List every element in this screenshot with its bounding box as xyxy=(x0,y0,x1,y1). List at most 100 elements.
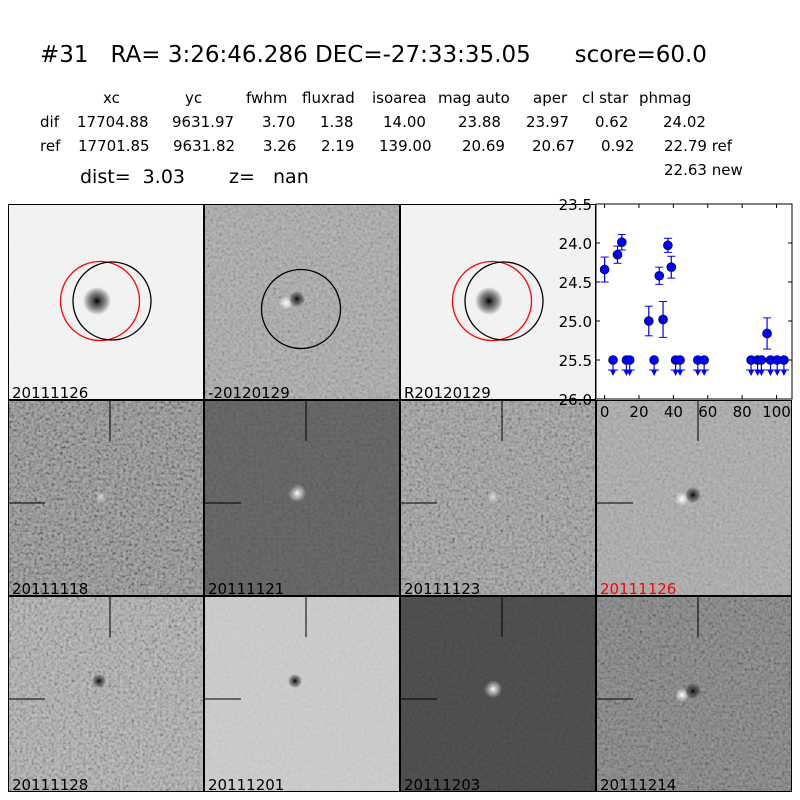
source-negative xyxy=(685,487,701,503)
source-faint xyxy=(95,491,107,503)
table-cell: 0.62 xyxy=(595,113,629,131)
table-cell: 20.69 xyxy=(462,137,505,155)
x-tick-label: 60 xyxy=(698,403,717,421)
upper-limit-point xyxy=(756,355,767,365)
y-tick-label: 24.0 xyxy=(559,235,592,253)
upper-limit-arrow xyxy=(758,370,765,376)
new-phmag: 22.63 new xyxy=(664,161,743,179)
stamp-date-label: 20111126 xyxy=(12,384,89,400)
stamp-date-label: 20111214 xyxy=(600,776,677,792)
stamp-date-label: 20111201 xyxy=(208,776,285,792)
stamp-date-label: 20111118 xyxy=(12,580,89,596)
table-cell: 2.19 xyxy=(321,137,355,155)
upper-limit-arrow xyxy=(672,370,679,376)
column-header: phmag xyxy=(639,89,692,107)
light-curve-plot: 0 20 40 60 80 100 23.5 24.0 24.5 25.0 25.5 26.0 xyxy=(559,196,793,421)
upper-limit-point xyxy=(649,355,659,365)
upper-limit-point xyxy=(699,355,709,365)
noise-background xyxy=(9,597,203,791)
data-point xyxy=(658,314,668,325)
x-tick-label: 0 xyxy=(600,403,610,421)
upper-limit-arrow xyxy=(651,370,658,376)
table-cell: 24.02 xyxy=(663,113,706,131)
column-header: fwhm xyxy=(246,89,288,107)
table-cell: 23.97 xyxy=(526,113,569,131)
image-stamp: R20120129 xyxy=(400,204,596,400)
column-header: mag auto xyxy=(438,89,510,107)
image-stamp: 20111121 xyxy=(204,400,400,596)
upper-limit-arrow xyxy=(694,370,701,376)
table-cell: 14.00 xyxy=(383,113,426,131)
y-tick-label: 26.0 xyxy=(559,391,592,409)
image-stamp: 20111126 xyxy=(8,204,204,400)
row-label: ref xyxy=(40,137,61,155)
source-negative xyxy=(289,291,305,307)
dif-aperture-circle xyxy=(72,261,152,341)
column-header: fluxrad xyxy=(302,89,355,107)
dif-aperture-circle xyxy=(464,261,544,341)
image-stamp: 20111201 xyxy=(204,596,400,792)
stamp-date-label: -20120129 xyxy=(208,384,290,400)
source-negative xyxy=(92,674,106,688)
x-tick-label: 20 xyxy=(629,403,648,421)
star-source xyxy=(83,287,111,315)
x-tick-label: 100 xyxy=(762,403,791,421)
table-cell: 3.26 xyxy=(263,137,297,155)
table-cell: 17704.88 xyxy=(77,113,149,131)
column-header: cl star xyxy=(582,89,629,107)
redshift-value: z= nan xyxy=(229,166,309,188)
data-point xyxy=(643,316,654,326)
x-tick-label: 40 xyxy=(664,403,683,421)
x-tick-label: 80 xyxy=(733,403,752,421)
upper-limit-point xyxy=(779,355,789,365)
table-cell: 9631.82 xyxy=(173,137,236,155)
upper-limit-arrow xyxy=(748,370,755,376)
noise-background xyxy=(205,597,399,791)
table-cell: 23.88 xyxy=(458,113,501,131)
column-header: xc xyxy=(103,89,120,107)
upper-limit-arrow xyxy=(626,370,633,376)
upper-limit-arrow xyxy=(610,370,617,376)
image-stamp: 20111126 xyxy=(596,400,792,596)
image-stamp: -20120129 xyxy=(204,204,400,400)
stamp-date-label: 20111121 xyxy=(208,580,285,596)
table-cell: 9631.97 xyxy=(172,113,235,131)
y-tick-label: 25.0 xyxy=(559,313,592,331)
stamp-date-label: 20111123 xyxy=(404,580,481,596)
data-point xyxy=(612,249,623,260)
figure-title: #31 RA= 3:26:46.286 DEC=-27:33:35.05 sco… xyxy=(40,42,707,68)
y-tick-label: 24.5 xyxy=(559,274,592,292)
upper-limit-arrow xyxy=(767,370,774,376)
upper-limit-arrow xyxy=(780,370,787,376)
ref-aperture-circle xyxy=(59,260,141,342)
image-stamp: 20111214 xyxy=(596,596,792,792)
stamp-date-label: 20111128 xyxy=(12,776,89,792)
table-cell: 0.92 xyxy=(601,137,635,155)
upper-limit-arrow xyxy=(774,370,781,376)
source-positive xyxy=(288,484,306,502)
column-header: yc xyxy=(185,89,203,107)
column-header: isoarea xyxy=(372,89,427,107)
table-cell: 1.38 xyxy=(320,113,354,131)
data-point xyxy=(762,328,772,339)
data-point xyxy=(616,237,627,248)
source-negative xyxy=(685,683,701,699)
table-cell: 20.67 xyxy=(532,137,575,155)
source-positive xyxy=(484,680,502,698)
data-point xyxy=(666,262,677,272)
data-point xyxy=(663,240,673,251)
source-negative xyxy=(288,674,302,688)
aperture-circle xyxy=(260,268,342,350)
upper-limit-point xyxy=(608,355,618,365)
stamp-date-label: 20111126 xyxy=(600,580,677,596)
upper-limit-point xyxy=(675,355,685,365)
image-stamp: 20111203 xyxy=(400,596,596,792)
y-tick-label: 23.5 xyxy=(559,196,592,214)
source-faint xyxy=(487,491,499,503)
upper-limit-arrow xyxy=(701,370,708,376)
plot-area xyxy=(595,203,793,400)
image-stamp: 20111128 xyxy=(8,596,204,792)
stamp-date-label: R20120129 xyxy=(404,384,491,400)
upper-limit-arrow xyxy=(754,370,761,376)
table-cell: 22.79 ref xyxy=(664,137,733,155)
